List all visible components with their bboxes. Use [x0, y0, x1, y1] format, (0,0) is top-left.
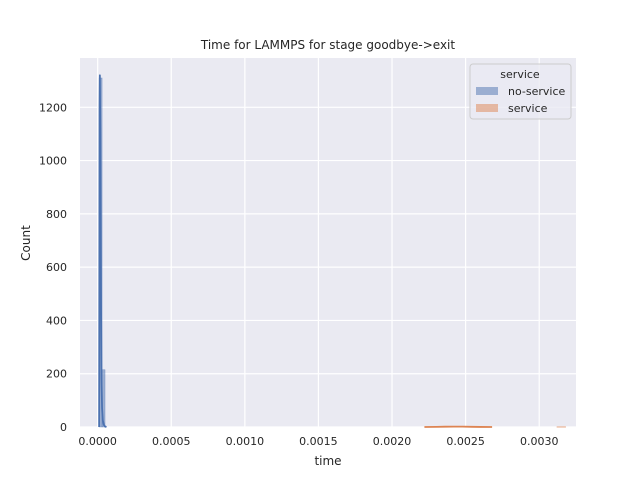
- legend-swatch-no-service: [476, 87, 498, 95]
- y-tick-label: 200: [46, 368, 67, 381]
- y-tick-label: 1000: [39, 155, 67, 168]
- legend-label-service: service: [508, 102, 548, 115]
- x-tick-label: 0.0030: [520, 435, 559, 448]
- grid-lines: [80, 58, 576, 428]
- x-axis-label: time: [314, 454, 341, 468]
- x-tick-labels: 0.0000 0.0005 0.0010 0.0015 0.0020 0.0025 0.00…: [78, 435, 558, 448]
- x-tick-label: 0.0010: [226, 435, 265, 448]
- kde-curves: [98, 74, 493, 428]
- chart-title: Time for LAMMPS for stage goodbye->exit: [200, 38, 455, 52]
- x-tick-label: 0.0025: [446, 435, 485, 448]
- y-tick-labels: 0 200 400 600 800 1000 1200: [39, 101, 67, 434]
- x-tick-label: 0.0015: [299, 435, 338, 448]
- x-tick-label: 0.0005: [152, 435, 191, 448]
- y-axis-label: Count: [19, 225, 33, 261]
- y-tick-label: 400: [46, 314, 67, 327]
- x-tick-label: 0.0020: [373, 435, 412, 448]
- x-tick-label: 0.0000: [78, 435, 117, 448]
- y-tick-label: 0: [60, 421, 67, 434]
- y-tick-label: 1200: [39, 101, 67, 114]
- legend: service no-service service: [469, 63, 572, 120]
- legend-title: service: [500, 68, 540, 81]
- legend-swatch-service: [476, 104, 498, 112]
- y-tick-label: 600: [46, 261, 67, 274]
- y-tick-label: 800: [46, 208, 67, 221]
- legend-label-no-service: no-service: [508, 85, 566, 98]
- bar-service: [556, 426, 566, 428]
- kde-line-no-service: [98, 74, 107, 428]
